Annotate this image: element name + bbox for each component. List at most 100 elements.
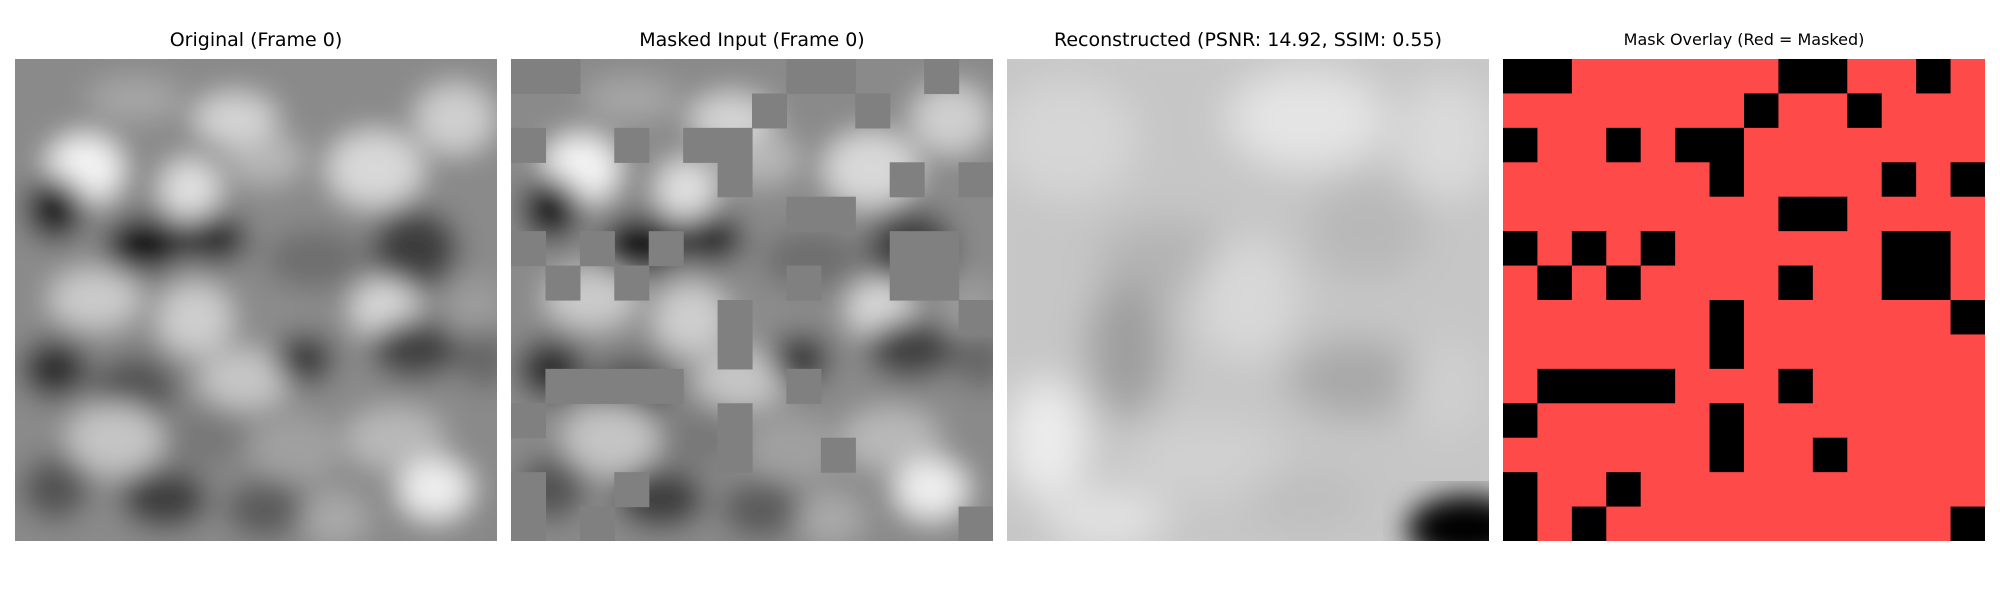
overlay-cell <box>1537 334 1572 369</box>
overlay-cell <box>1675 128 1710 163</box>
overlay-cell <box>1537 266 1572 301</box>
overlay-cell <box>1813 369 1848 404</box>
overlay-cell <box>1641 472 1676 507</box>
overlay-cell <box>1813 93 1848 128</box>
overlay-cell <box>1951 197 1985 232</box>
overlay-cell <box>1813 334 1848 369</box>
overlay-cell <box>1813 231 1848 266</box>
mask-patch <box>924 266 959 301</box>
overlay-cell <box>1710 93 1745 128</box>
overlay-cell <box>1813 59 1848 94</box>
mask-patch <box>821 59 856 94</box>
overlay-cell <box>1951 162 1985 197</box>
overlay-cell <box>1951 438 1985 473</box>
overlay-cell <box>1744 300 1779 335</box>
overlay-cell <box>1916 266 1951 301</box>
original-image <box>15 59 497 541</box>
mask-patch <box>511 403 546 438</box>
mask-patch <box>511 507 546 541</box>
overlay-cell <box>1813 266 1848 301</box>
mask-patch <box>924 231 959 266</box>
overlay-cell <box>1606 438 1641 473</box>
overlay-cell <box>1916 334 1951 369</box>
mask-patch <box>580 231 615 266</box>
mask-patch <box>649 231 684 266</box>
mask-patch <box>786 266 821 301</box>
overlay-cell <box>1710 59 1745 94</box>
overlay-cell <box>1503 162 1538 197</box>
overlay-cell <box>1847 162 1882 197</box>
overlay-cell <box>1675 403 1710 438</box>
mask-patch <box>545 369 580 404</box>
overlay-cell <box>1744 197 1779 232</box>
overlay-cell <box>1882 403 1917 438</box>
mask-patch <box>821 438 856 473</box>
mask-patch <box>890 162 925 197</box>
overlay-cell <box>1744 93 1779 128</box>
overlay-cell <box>1675 162 1710 197</box>
overlay-cell <box>1710 334 1745 369</box>
overlay-cell <box>1606 231 1641 266</box>
overlay-cell <box>1916 369 1951 404</box>
overlay-cell <box>1916 59 1951 94</box>
overlay-cell <box>1503 231 1538 266</box>
mask-patch <box>718 300 753 335</box>
panel-title: Reconstructed (PSNR: 14.92, SSIM: 0.55) <box>1007 28 1489 52</box>
mask-patch <box>614 472 649 507</box>
overlay-cell <box>1778 334 1813 369</box>
overlay-cell <box>1606 128 1641 163</box>
overlay-cell <box>1503 438 1538 473</box>
overlay-cell <box>1916 507 1951 541</box>
overlay-cell <box>1847 266 1882 301</box>
overlay-cell <box>1710 403 1745 438</box>
overlay-cell <box>1503 369 1538 404</box>
overlay-cell <box>1675 472 1710 507</box>
overlay-cell <box>1537 403 1572 438</box>
overlay-cell <box>1744 369 1779 404</box>
overlay-cell <box>1572 507 1607 541</box>
mask-patch <box>614 266 649 301</box>
overlay-cell <box>1606 472 1641 507</box>
overlay-cell <box>1572 197 1607 232</box>
overlay-cell <box>1537 128 1572 163</box>
panel-title: Masked Input (Frame 0) <box>511 28 993 52</box>
overlay-cell <box>1572 438 1607 473</box>
overlay-cell <box>1675 197 1710 232</box>
overlay-cell <box>1951 266 1985 301</box>
overlay-cell <box>1847 197 1882 232</box>
overlay-cell <box>1572 472 1607 507</box>
overlay-cell <box>1882 507 1917 541</box>
overlay-cell <box>1503 128 1538 163</box>
overlay-cell <box>1537 472 1572 507</box>
overlay-cell <box>1537 93 1572 128</box>
overlay-cell <box>1606 266 1641 301</box>
overlay-cell <box>1916 93 1951 128</box>
overlay-cell <box>1572 128 1607 163</box>
overlay-cell <box>1847 403 1882 438</box>
mask-patch <box>786 369 821 404</box>
mask-patch <box>614 369 649 404</box>
overlay-cell <box>1882 93 1917 128</box>
overlay-cell <box>1882 334 1917 369</box>
overlay-cell <box>1882 266 1917 301</box>
reconstructed-image <box>1007 59 1489 541</box>
overlay-cell <box>1572 93 1607 128</box>
overlay-cell <box>1503 197 1538 232</box>
overlay-cell <box>1641 162 1676 197</box>
overlay-cell <box>1813 403 1848 438</box>
overlay-cell <box>1778 162 1813 197</box>
overlay-cell <box>1916 403 1951 438</box>
mask-patch <box>511 59 546 94</box>
overlay-cell <box>1641 59 1676 94</box>
overlay-cell <box>1675 93 1710 128</box>
overlay-cell <box>1503 403 1538 438</box>
overlay-cell <box>1778 231 1813 266</box>
overlay-cell <box>1710 162 1745 197</box>
overlay-cell <box>1503 266 1538 301</box>
mask-patch <box>821 197 856 232</box>
overlay-cell <box>1951 59 1985 94</box>
overlay-cell <box>1847 369 1882 404</box>
overlay-cell <box>1710 128 1745 163</box>
overlay-cell <box>1778 507 1813 541</box>
overlay-cell <box>1572 59 1607 94</box>
